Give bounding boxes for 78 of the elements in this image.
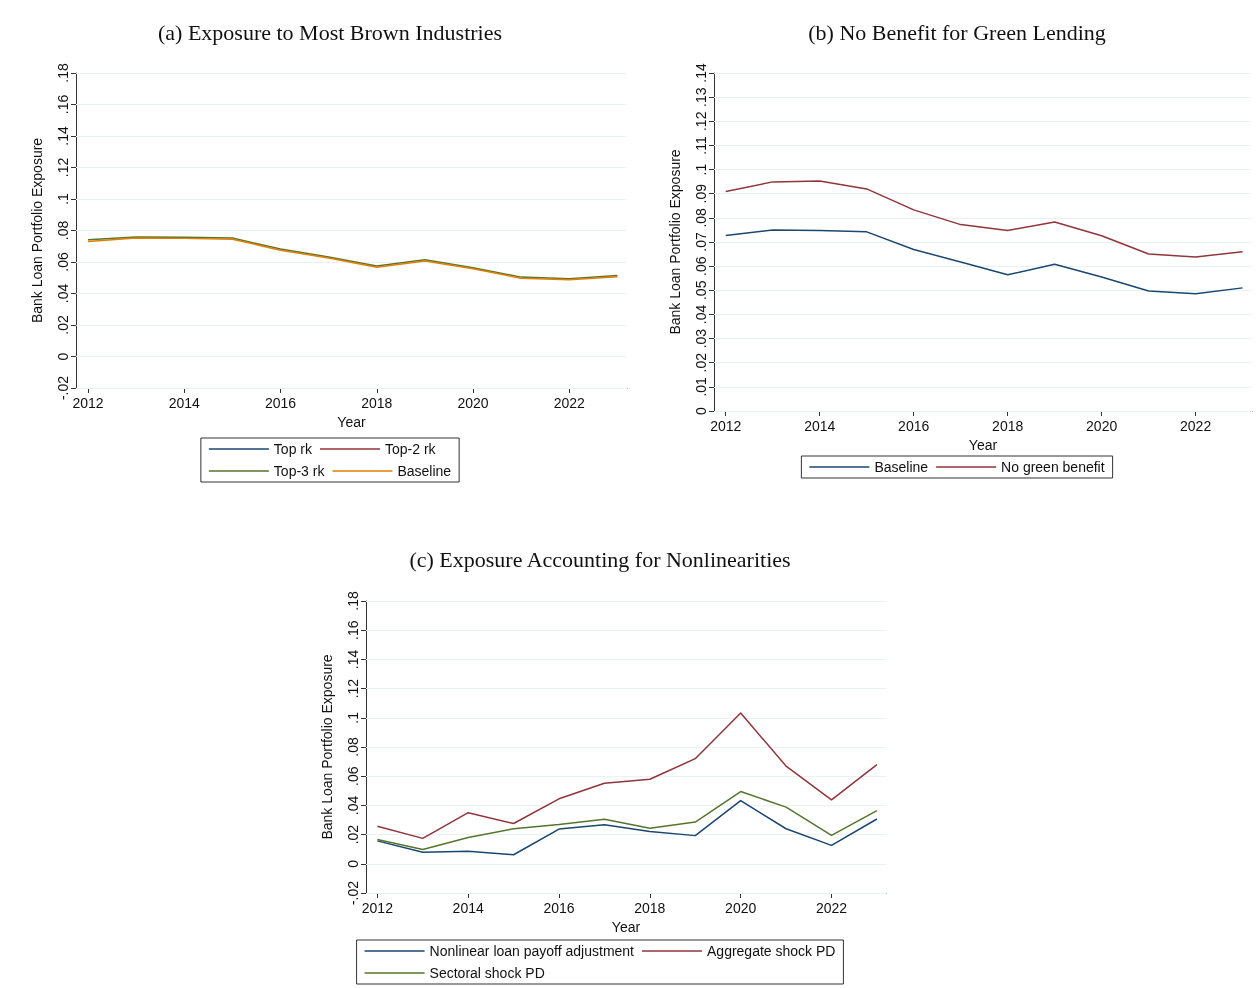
chart-title: (a) Exposure to Most Brown Industries [157,19,503,45]
x-tick-label: 2012 [710,418,742,434]
y-axis-title: Bank Loan Portfolio Exposure [667,149,683,335]
x-tick-label: 2012 [361,900,394,916]
y-tick-label: .18 [345,591,361,611]
y-tick-label: .04 [693,304,709,325]
line-series [376,799,878,856]
x-tick-label: 2018 [992,418,1024,434]
x-tick-label: 2018 [634,900,666,916]
x-tick-label: 2012 [72,395,104,411]
x-axis-title: Year [611,918,641,935]
legend-label: Aggregate shock PD [707,943,836,959]
y-tick-label: .11 [693,136,709,155]
y-tick-label: .12 [55,157,71,178]
x-tick-label: 2014 [168,395,201,411]
x-axis-title: Year [337,413,366,430]
y-tick-label: .1 [693,163,709,176]
chart-title: (b) No Benefit for Green Lending [808,19,1106,45]
y-tick-label: .12 [693,111,709,132]
y-tick-label: .18 [55,63,71,83]
y-tick-label: .06 [55,252,71,272]
y-tick-label: .02 [345,824,361,845]
x-tick-label: 2016 [898,418,930,434]
y-tick-label: 0 [345,859,361,868]
line-series [725,229,1244,295]
y-tick-label: 0 [693,406,709,415]
x-tick-label: 2020 [725,900,757,916]
y-tick-label: .13 [693,87,709,107]
y-tick-label: -.02 [55,375,71,401]
y-tick-label: .05 [693,280,709,301]
legend-label: No green benefit [1001,459,1105,475]
y-axis-title: Bank Loan Portfolio Exposure [29,137,45,324]
line-series [725,180,1244,258]
y-tick-label: -.02 [345,880,361,906]
y-tick-label: .04 [345,795,361,816]
y-tick-label: .07 [693,232,709,252]
x-tick-label: 2014 [804,418,836,434]
x-tick-label: 2022 [1180,418,1212,434]
x-tick-label: 2022 [815,900,848,916]
legend-label: Baseline [397,463,452,479]
legend-label: Top rk [273,441,313,457]
y-tick-label: .1 [345,711,361,724]
y-tick-label: .14 [693,63,709,83]
y-tick-label: .08 [693,207,709,228]
y-tick-label: .04 [55,283,71,304]
y-tick-label: .16 [55,94,71,115]
y-axis-title: Bank Loan Portfolio Exposure [319,654,335,840]
line-series [376,712,878,840]
y-tick-label: .03 [693,328,709,349]
y-tick-label: .01 [693,376,709,397]
y-tick-label: .09 [693,183,709,204]
y-tick-label: .14 [55,126,71,146]
y-tick-label: .06 [345,766,361,786]
y-tick-label: .08 [55,220,71,241]
legend-label: Nonlinear loan payoff adjustment [429,943,635,959]
y-tick-label: .1 [55,192,71,205]
y-tick-label: .08 [345,737,361,757]
x-tick-label: 2020 [457,395,489,411]
x-axis-title: Year [968,436,998,453]
y-tick-label: .02 [693,352,709,373]
x-tick-label: 2020 [1086,418,1118,434]
x-tick-label: 2016 [543,900,575,916]
legend-label: Baseline [874,459,929,475]
legend-label: Top-3 rk [273,463,326,479]
y-tick-label: 0 [55,352,71,361]
y-tick-label: .14 [345,649,361,670]
y-tick-label: .12 [345,678,361,699]
line-series [376,790,878,851]
x-tick-label: 2018 [361,395,393,411]
legend-label: Top-2 rk [384,441,437,457]
y-tick-label: .06 [693,256,709,276]
x-tick-label: 2016 [264,395,297,411]
y-tick-label: .02 [55,315,71,335]
legend-label: Sectoral shock PD [429,965,545,981]
x-tick-label: 2014 [452,900,484,916]
chart-title: (c) Exposure Accounting for Nonlinearities [409,546,791,572]
x-tick-label: 2022 [553,395,586,411]
y-tick-label: .16 [345,620,361,640]
